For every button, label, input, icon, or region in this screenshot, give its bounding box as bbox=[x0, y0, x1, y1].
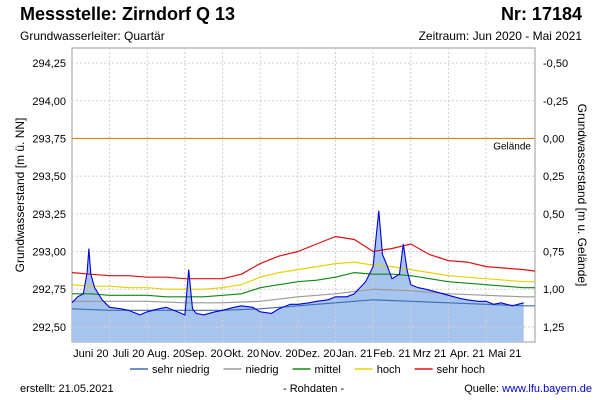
legend-label: hoch bbox=[377, 364, 401, 376]
x-tick-label: Juli 20 bbox=[113, 348, 145, 360]
measured-line bbox=[71, 210, 524, 316]
x-tick-label: Aug. 20 bbox=[147, 348, 185, 360]
y2-tick-label: -0,50 bbox=[543, 58, 568, 70]
x-tick-label: Mai 21 bbox=[488, 348, 521, 360]
x-tick-label: Mrz 21 bbox=[413, 348, 447, 360]
y2-tick-label: 0,50 bbox=[543, 209, 564, 221]
threshold-line-0 bbox=[71, 235, 536, 280]
y2-tick-label: 0,25 bbox=[543, 171, 564, 183]
aquifer-label: Grundwasserleiter: Quartär bbox=[20, 29, 165, 43]
y-tick-label: 294,25 bbox=[32, 58, 66, 70]
y-tick-label: 292,75 bbox=[32, 284, 66, 296]
y2-axis-label: Grundwasserstand [m u. Gelände] bbox=[575, 104, 589, 287]
legend-label: niedrig bbox=[245, 364, 278, 376]
legend-label: sehr hoch bbox=[437, 364, 485, 376]
source-link[interactable]: www.lfu.bayern.de bbox=[502, 383, 592, 395]
source: Quelle: www.lfu.bayern.de bbox=[464, 383, 592, 395]
x-tick-label: Jan. 21 bbox=[336, 348, 372, 360]
legend-label: sehr niedrig bbox=[152, 364, 209, 376]
y-tick-label: 293,25 bbox=[32, 209, 66, 221]
x-tick-label: Apr. 21 bbox=[450, 348, 485, 360]
y-tick-label: 294,00 bbox=[32, 96, 66, 108]
y2-tick-label: 1,25 bbox=[543, 322, 564, 334]
y-axis-label: Grundwasserstand [m ü. NN] bbox=[13, 118, 27, 273]
plot-area bbox=[71, 47, 536, 343]
threshold-line-3 bbox=[72, 288, 535, 304]
page-title: Messstelle: Zirndorf Q 13 bbox=[20, 4, 236, 24]
y2-tick-label: 1,00 bbox=[543, 284, 564, 296]
x-tick-label: Juni 20 bbox=[73, 348, 108, 360]
source-label: Quelle: bbox=[464, 383, 500, 395]
threshold-line-2 bbox=[72, 271, 535, 298]
y-tick-label: 293,00 bbox=[32, 247, 66, 259]
y2-tick-label: 0,75 bbox=[543, 247, 564, 259]
y2-tick-label: 0,00 bbox=[543, 133, 564, 145]
legend-label: mittel bbox=[315, 364, 341, 376]
threshold-line-1 bbox=[71, 261, 535, 290]
y-tick-label: 292,50 bbox=[32, 322, 66, 334]
y-tick-label: 293,75 bbox=[32, 133, 66, 145]
station-number: Nr: 17184 bbox=[500, 4, 582, 24]
raw-data-label: - Rohdaten - bbox=[283, 383, 345, 395]
x-tick-label: Nov. 20 bbox=[260, 348, 297, 360]
period-label: Zeitraum: Jun 2020 - Mai 2021 bbox=[418, 29, 582, 43]
x-tick-label: Okt. 20 bbox=[224, 348, 259, 360]
y-tick-label: 293,50 bbox=[32, 171, 66, 183]
ground-level-label: Gelände bbox=[493, 141, 531, 152]
x-tick-label: Feb. 21 bbox=[373, 348, 410, 360]
x-tick-label: Sep. 20 bbox=[185, 348, 223, 360]
created-date: erstellt: 21.05.2021 bbox=[20, 383, 114, 395]
y2-tick-label: -0,25 bbox=[543, 96, 568, 108]
x-tick-label: Dez. 20 bbox=[298, 348, 336, 360]
